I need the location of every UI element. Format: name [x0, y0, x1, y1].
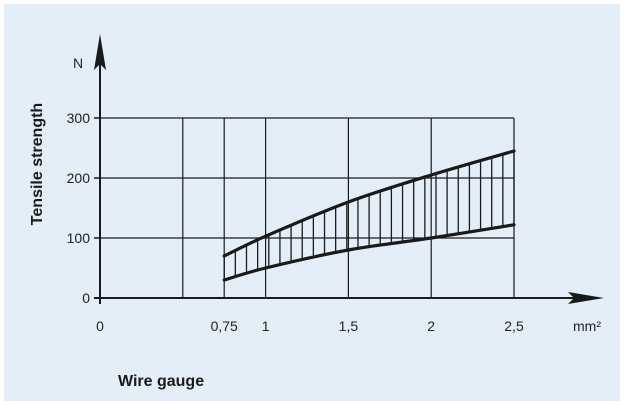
upper-curve — [222, 149, 516, 258]
x-tick-label: 2 — [427, 318, 435, 334]
y-axis-unit: N — [73, 55, 83, 71]
x-tick-label: 2,5 — [504, 318, 524, 334]
x-tick-label: 1 — [262, 318, 270, 334]
chart-panel: 0 100 200 300 0 0,75 1 1,5 2 2,5 N mm² Tensile st… — [4, 4, 620, 401]
axes — [94, 34, 604, 304]
y-tick-label: 100 — [67, 230, 91, 246]
x-tick-label: 0 — [96, 318, 104, 334]
y-axis-title: Tensile strength — [29, 103, 46, 225]
x-axis-unit: mm² — [573, 318, 601, 334]
x-axis-arrow-icon — [568, 292, 604, 304]
tensile-strength-chart: 0 100 200 300 0 0,75 1 1,5 2 2,5 N mm² Tensile st… — [29, 34, 604, 390]
x-axis-title: Wire gauge — [118, 373, 204, 390]
y-tick-label: 300 — [67, 110, 91, 126]
y-axis-arrow-icon — [94, 34, 106, 70]
curves — [222, 149, 516, 282]
x-tick-label: 0,75 — [211, 318, 238, 334]
lower-curve — [222, 223, 516, 282]
tick-labels: 0 100 200 300 0 0,75 1 1,5 2 2,5 — [67, 110, 524, 334]
strength-band-hatching — [223, 151, 515, 280]
x-tick-label: 1,5 — [339, 318, 359, 334]
y-tick-label: 200 — [67, 170, 91, 186]
grid — [100, 117, 515, 298]
y-tick-label: 0 — [82, 290, 90, 306]
